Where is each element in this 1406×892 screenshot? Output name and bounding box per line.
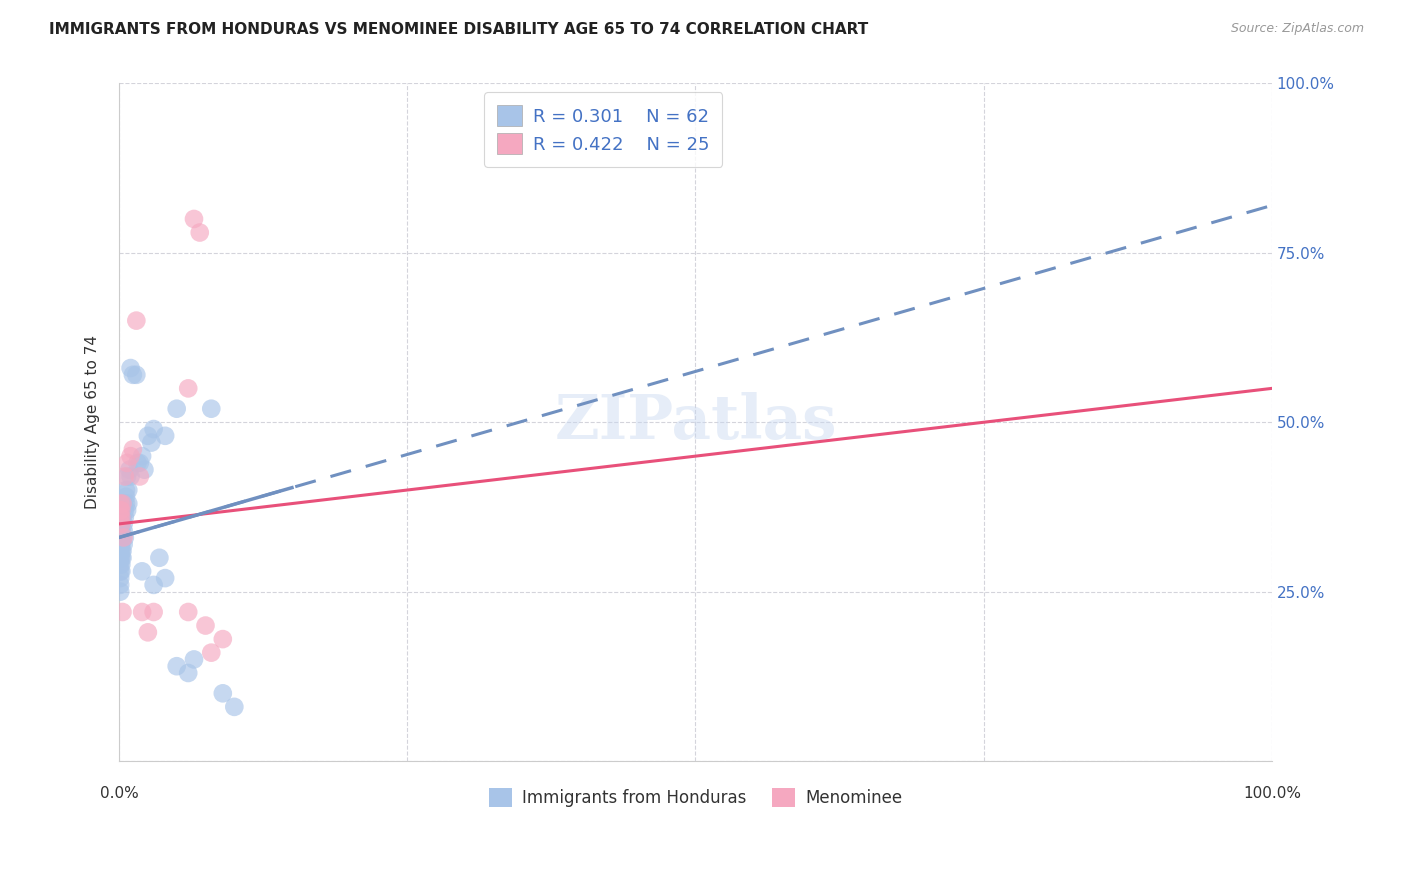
Point [108, 578, 131, 592]
Point [141, 435, 163, 450]
Point [200, 401, 222, 416]
Point [110, 544, 132, 558]
Point [142, 578, 165, 592]
Point [131, 449, 153, 463]
Point [110, 516, 132, 531]
Point [110, 503, 132, 517]
Point [114, 531, 136, 545]
Point [166, 659, 188, 673]
Point [125, 368, 148, 382]
Point [108, 537, 131, 551]
Point [115, 483, 138, 497]
Text: ZIPatlas: ZIPatlas [554, 392, 837, 452]
Point [118, 463, 141, 477]
Point [108, 550, 131, 565]
Point [177, 665, 200, 680]
Point [111, 550, 134, 565]
Point [120, 469, 142, 483]
Point [108, 565, 131, 579]
Point [136, 625, 159, 640]
Point [108, 497, 131, 511]
Point [114, 510, 136, 524]
Point [194, 618, 217, 632]
Point [110, 565, 132, 579]
Point [122, 368, 145, 382]
Point [115, 490, 138, 504]
Point [224, 699, 246, 714]
Point [115, 456, 138, 470]
Point [112, 516, 135, 531]
Point [142, 605, 165, 619]
Point [128, 456, 150, 470]
Point [115, 497, 138, 511]
Point [112, 497, 135, 511]
Point [153, 429, 176, 443]
Point [117, 497, 139, 511]
Point [136, 429, 159, 443]
Point [108, 510, 131, 524]
Point [108, 524, 131, 538]
Point [111, 544, 134, 558]
Point [211, 632, 233, 646]
Point [177, 605, 200, 619]
Point [127, 456, 149, 470]
Point [131, 605, 153, 619]
Point [111, 497, 134, 511]
Point [108, 571, 131, 585]
Point [111, 605, 134, 619]
Point [122, 442, 145, 457]
Point [177, 381, 200, 395]
Point [111, 510, 134, 524]
Point [183, 211, 205, 226]
Point [108, 510, 131, 524]
Point [110, 537, 132, 551]
Point [110, 510, 132, 524]
Y-axis label: Disability Age 65 to 74: Disability Age 65 to 74 [86, 335, 100, 509]
Text: 0.0%: 0.0% [100, 787, 138, 801]
Point [134, 463, 156, 477]
Point [125, 313, 148, 327]
Point [108, 516, 131, 531]
Point [131, 565, 153, 579]
Text: 100.0%: 100.0% [1243, 787, 1301, 801]
Text: IMMIGRANTS FROM HONDURAS VS MENOMINEE DISABILITY AGE 65 TO 74 CORRELATION CHART: IMMIGRANTS FROM HONDURAS VS MENOMINEE DI… [49, 22, 869, 37]
Point [114, 469, 136, 483]
Point [120, 449, 142, 463]
Point [117, 483, 139, 497]
Point [115, 503, 138, 517]
Point [108, 531, 131, 545]
Point [148, 550, 170, 565]
Point [112, 531, 135, 545]
Text: Source: ZipAtlas.com: Source: ZipAtlas.com [1230, 22, 1364, 36]
Point [153, 571, 176, 585]
Point [110, 558, 132, 572]
Point [112, 537, 135, 551]
Point [108, 544, 131, 558]
Point [183, 652, 205, 666]
Point [114, 503, 136, 517]
Point [110, 550, 132, 565]
Point [128, 469, 150, 483]
Point [111, 531, 134, 545]
Point [115, 469, 138, 483]
Point [108, 584, 131, 599]
Point [108, 503, 131, 517]
Point [110, 516, 132, 531]
Point [112, 524, 135, 538]
Point [188, 226, 211, 240]
Point [200, 646, 222, 660]
Point [166, 401, 188, 416]
Point [142, 422, 165, 436]
Legend: Immigrants from Honduras, Menominee: Immigrants from Honduras, Menominee [482, 781, 908, 814]
Point [110, 531, 132, 545]
Point [110, 524, 132, 538]
Point [211, 686, 233, 700]
Point [120, 361, 142, 376]
Point [108, 558, 131, 572]
